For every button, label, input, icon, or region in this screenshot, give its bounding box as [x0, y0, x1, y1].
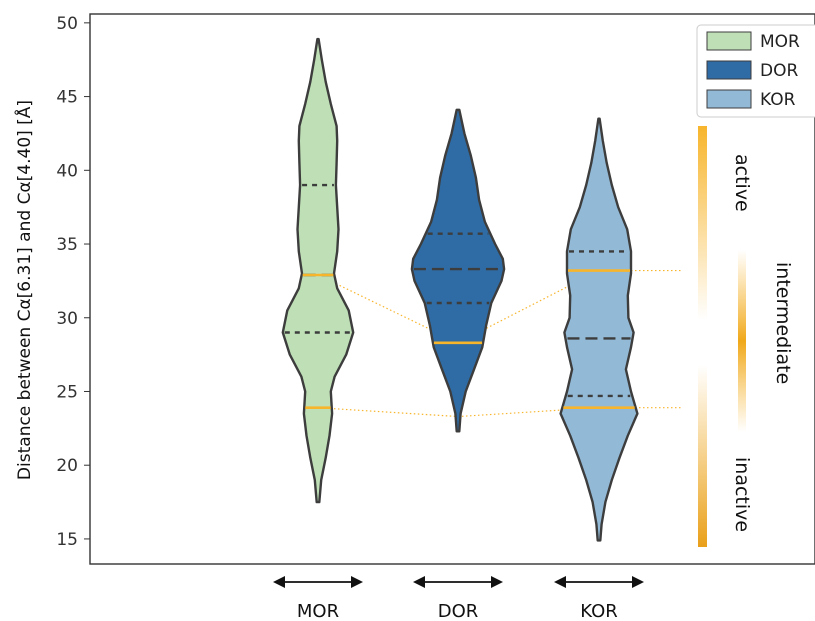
arrow-head-left [273, 576, 285, 588]
arrow-head-left [413, 576, 425, 588]
y-axis: 15 20 25 30 35 40 45 50 [56, 14, 90, 550]
legend-swatch-dor [706, 60, 752, 80]
y-tick-label: 20 [56, 456, 78, 476]
category-labels: MOR DOR KOR [297, 601, 618, 621]
state-label-intermediate: intermediate [772, 262, 794, 384]
legend-label-kor: KOR [760, 90, 796, 110]
plot-frame [89, 13, 815, 565]
y-tick-label: 30 [56, 309, 78, 329]
y-axis-label: Distance between Cα[6.31] and Cα[4.40] [… [13, 100, 35, 480]
violin-body [410, 108, 506, 433]
y-tick-label: 35 [56, 235, 78, 255]
y-tick-label: 15 [56, 530, 78, 550]
state-bar-intermediate [738, 250, 746, 432]
y-tick-label: 50 [56, 14, 78, 34]
y-tick-label: 25 [56, 382, 78, 402]
level-connector-line [317, 407, 459, 418]
legend-swatch-mor [706, 31, 752, 51]
category-arrows [273, 576, 644, 588]
violin-body [559, 117, 639, 542]
violin-mor [281, 37, 355, 504]
arrow-head-right [632, 576, 644, 588]
violin-dor [410, 108, 506, 433]
state-label-active: active [731, 154, 753, 212]
y-tick-label: 40 [56, 161, 78, 181]
arrow-head-right [351, 576, 363, 588]
state-bar-active [698, 126, 707, 320]
state-label-inactive: inactive [731, 457, 753, 532]
category-label-mor: MOR [297, 601, 339, 621]
legend-swatch-kor [706, 89, 752, 109]
legend-label-dor: DOR [760, 61, 798, 81]
legend-label-mor: MOR [760, 32, 800, 52]
y-tick-label: 45 [56, 88, 78, 108]
legend: MOR DOR KOR [696, 24, 815, 118]
violins [281, 37, 639, 542]
arrow-head-right [491, 576, 503, 588]
state-bar-inactive [698, 365, 707, 547]
violin-kor [559, 117, 639, 542]
violin-body [281, 37, 355, 504]
category-label-dor: DOR [438, 601, 479, 621]
state-bars [698, 126, 746, 547]
arrow-head-left [554, 576, 566, 588]
category-label-kor: KOR [580, 601, 618, 621]
